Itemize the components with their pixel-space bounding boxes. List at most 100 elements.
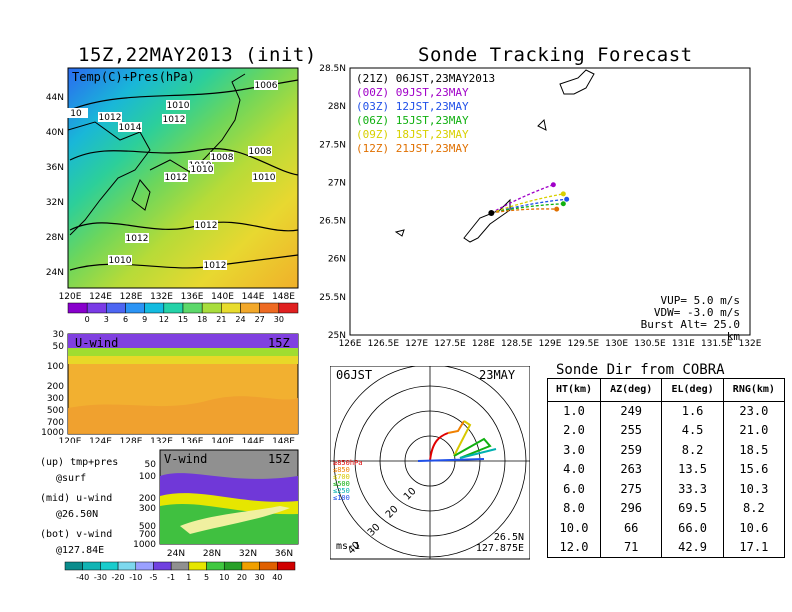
u-y-tick: 700	[47, 418, 64, 428]
column-header: EL(deg)	[661, 379, 724, 401]
colorbar-tick-label: 6	[123, 315, 128, 324]
colorbar-tick-label: 5	[204, 573, 209, 582]
colorbar-swatch	[240, 302, 260, 314]
v-y-tick: 300	[139, 504, 156, 514]
u-y-tick: 500	[47, 406, 64, 416]
colorbar-swatch	[153, 561, 172, 571]
legend-entry: (12Z) 21JST,23MAY	[356, 142, 469, 155]
legend-entry: (00Z) 09JST,23MAY	[356, 86, 469, 99]
u-x-tick: 120E	[59, 437, 82, 443]
lat-tick-label: 28N	[46, 233, 64, 243]
colorbar-swatch	[67, 302, 88, 314]
isobar-label-bg	[166, 100, 190, 110]
isobar-label: 1014	[119, 123, 142, 133]
param-line: VDW= -3.0 m/s	[653, 306, 740, 319]
colorbar-swatch	[259, 561, 278, 571]
cobra-title: Sonde Dir from COBRA	[556, 362, 725, 378]
table-cell: 33.3	[661, 479, 724, 499]
isobar-label-bg	[210, 152, 234, 162]
colorbar-tick-label: 0	[85, 315, 90, 324]
u-y-tick: 30	[53, 330, 65, 340]
tracking-x-tick: 131.5E	[701, 339, 733, 349]
tracking-x-tick: 132E	[739, 339, 762, 349]
tracking-y-tick: 25.5N	[319, 293, 346, 303]
polar-trace	[453, 420, 472, 457]
u-x-tick: 124E	[89, 437, 112, 443]
table-row: 1.0 249 1.6 23.0	[548, 401, 784, 421]
track-endpoint	[554, 206, 560, 212]
lon-tick-label: 132E	[150, 292, 173, 302]
table-cell: 10.6	[739, 520, 769, 535]
lat-tick-label: 40N	[46, 128, 64, 138]
isobar-label-bg	[64, 108, 88, 118]
legend-entry: (09Z) 18JST,23MAY	[356, 128, 469, 141]
track-line	[491, 184, 554, 214]
u-wind-label: U-wind	[75, 336, 119, 350]
v-x-tick: 28N	[203, 549, 221, 559]
legend-entry: (06Z) 15JST,23MAY	[356, 114, 469, 127]
column-header: AZ(deg)	[600, 379, 663, 401]
table-cell: 10.0	[548, 518, 601, 538]
tracking-x-tick: 130.5E	[634, 339, 666, 349]
v-x-tick: 32N	[239, 549, 257, 559]
colorbar-swatch	[221, 302, 241, 314]
lat-tick-label: 36N	[46, 163, 64, 173]
table-cell: 296	[600, 498, 663, 518]
isobar-label: 1010	[253, 173, 276, 183]
track-endpoint	[564, 196, 570, 202]
lat-tick-label: 44N	[46, 93, 64, 103]
table-row: 12.0 71 42.9 17.1	[548, 537, 784, 557]
colorbar-tick-label: 9	[142, 315, 147, 324]
isobar-label: 10	[70, 109, 82, 119]
legend-entry: (03Z) 12JST,23MAY	[356, 100, 469, 113]
colorbar-tick-label: 21	[216, 315, 226, 324]
legend-line: @surf	[56, 473, 87, 484]
param-line: VUP= 5.0 m/s	[660, 294, 740, 307]
coastline-korea	[131, 179, 151, 211]
table-cell: 15.6	[739, 462, 769, 477]
isobar-label: 1006	[255, 81, 278, 91]
coastline-japan	[149, 73, 246, 173]
isobar-label-bg	[248, 146, 272, 156]
colorbar-tick-label: 15	[178, 315, 188, 324]
isobar-label-bg	[162, 114, 186, 124]
track-endpoint	[560, 201, 566, 207]
legend-line: @127.84E	[56, 545, 105, 556]
u-y-tick: 1000	[41, 428, 64, 438]
isobar-line	[69, 79, 299, 111]
lat-tick-label: 24N	[46, 268, 64, 278]
v-y-tick: 50	[145, 460, 157, 470]
lon-tick-label: 136E	[181, 292, 204, 302]
tracking-y-tick: 27.5N	[319, 140, 346, 150]
lon-tick-label: 140E	[211, 292, 234, 302]
table-row: 3.0 259 8.2 18.5	[548, 440, 784, 460]
v-x-tick: 24N	[167, 549, 185, 559]
colorbar-swatch	[100, 561, 119, 571]
colorbar-tick-label: 12	[159, 315, 169, 324]
colorbar-tick-label: 10	[219, 573, 229, 582]
table-cell: 12.0	[548, 537, 601, 557]
v-y-tick: 200	[139, 494, 156, 504]
table-cell: 8.0	[548, 498, 601, 518]
u-x-tick: 128E	[120, 437, 143, 443]
island-small	[537, 118, 547, 131]
tracking-plot-area	[349, 67, 751, 336]
isobar-label-bg	[190, 164, 214, 174]
v-y-tick: 1000	[133, 540, 156, 550]
cobra-table: HT(km) AZ(deg) EL(deg) RNG(km) 1.0 249 1.6…	[547, 378, 785, 558]
isobar-label-bg	[254, 80, 278, 90]
lon-tick-label: 148E	[272, 292, 295, 302]
u-wind-time: 15Z	[268, 336, 290, 350]
isobar-label: 1008	[211, 153, 234, 163]
u-x-tick: 144E	[242, 437, 265, 443]
table-cell: 13.5	[661, 459, 724, 479]
table-cell: 23.0	[739, 404, 769, 418]
table-cell: 4.5	[661, 420, 724, 440]
tracking-y-tick: 26N	[328, 255, 346, 265]
table-cell: 21.0	[739, 423, 769, 438]
colorbar-swatch	[125, 302, 145, 314]
table-cell: 3.0	[548, 440, 601, 460]
tracking-x-tick: 126.5E	[368, 339, 400, 349]
isobar-label-bg	[164, 172, 188, 182]
polar-level-entry: ≤250	[333, 487, 350, 495]
